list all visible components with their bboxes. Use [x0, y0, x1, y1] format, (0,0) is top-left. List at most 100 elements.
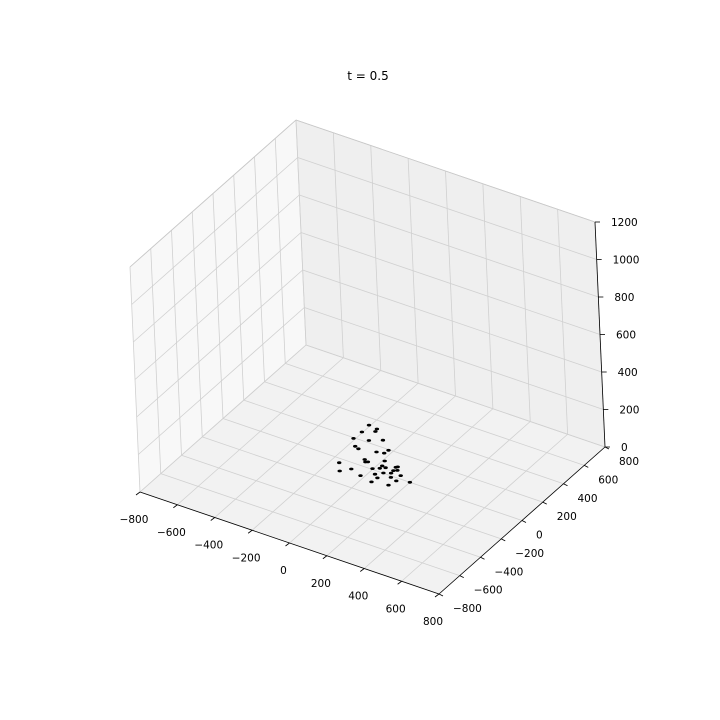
grid-line [131, 157, 298, 305]
scatter-point [377, 466, 382, 470]
y-tick-label: −800 [453, 603, 482, 615]
x-tick-label: 0 [280, 565, 287, 577]
grid-line [138, 307, 305, 455]
scatter-point [380, 438, 386, 442]
y-tick [521, 520, 527, 523]
grid-line [304, 307, 604, 410]
x-tick-label: −800 [120, 514, 149, 526]
z-tick-label: 1200 [611, 217, 638, 229]
grid-line [243, 399, 543, 503]
x-tick-label: −200 [232, 552, 261, 564]
scatter-point [337, 469, 342, 473]
scatter-point [370, 467, 375, 470]
scatter-point [386, 448, 391, 452]
scatter-point [359, 430, 365, 434]
grid-line [285, 362, 585, 466]
grid-line [181, 454, 481, 558]
scatter-point [394, 479, 399, 483]
scatter-point [391, 469, 396, 472]
scatter-point [353, 444, 358, 448]
y-tick-label: 800 [619, 456, 639, 468]
y-tick [459, 575, 464, 578]
y-tick [501, 538, 506, 542]
y-tick [584, 465, 589, 468]
z-tick-label: 800 [614, 292, 634, 304]
z-tick-label: 200 [619, 405, 639, 417]
grid-line [297, 157, 597, 260]
x-tick [397, 580, 402, 585]
scatter-point [373, 430, 378, 433]
y-tick-label: 400 [578, 493, 598, 505]
scatter-point [393, 465, 398, 469]
chart-title: t = 0.5 [347, 69, 388, 83]
z-tick-label: 1000 [613, 255, 640, 267]
x-tick-label: −600 [157, 527, 186, 539]
scatter-point [366, 423, 372, 427]
x-tick-label: 200 [311, 578, 331, 590]
scatter-point [388, 476, 394, 479]
y-tick [542, 501, 547, 505]
scatter-point [382, 459, 387, 463]
scatter-point [351, 437, 356, 440]
y-tick-label: 600 [598, 474, 618, 486]
tick-labels: −800−600−400−2000200400600800−800−600−40… [120, 217, 640, 628]
pane-edge [295, 119, 596, 223]
y-tick [563, 483, 568, 487]
y-tick-label: 200 [557, 511, 577, 523]
x-tick [135, 491, 141, 496]
scatter-point [362, 458, 367, 461]
x-tick-label: 800 [423, 616, 443, 628]
scatter-point [337, 461, 342, 465]
scatter-points [337, 423, 413, 487]
grid-line [299, 194, 599, 298]
scatter-point [372, 472, 378, 476]
y-tick-label: 0 [536, 530, 543, 542]
scatter-point [374, 427, 380, 431]
scatter-point [374, 450, 379, 454]
pane-edge [129, 119, 297, 268]
z-tick-label: 600 [616, 330, 636, 342]
y-tick-label: −600 [474, 585, 503, 597]
x-tick [285, 542, 290, 547]
scatter-point [381, 471, 386, 475]
scatter-point [358, 474, 363, 477]
grid-lines [129, 119, 606, 595]
x-tick [360, 568, 365, 572]
z-tick-label: 400 [618, 367, 638, 379]
grid-line [133, 194, 300, 343]
scatter-point [356, 447, 361, 451]
y-tick-label: −400 [495, 566, 524, 578]
z-tick-label: 0 [621, 442, 628, 454]
scatter-point [366, 439, 372, 442]
x-tick-label: 600 [386, 603, 406, 615]
scatter-point [369, 480, 374, 484]
grid-line [134, 232, 302, 380]
x-tick [173, 504, 178, 509]
grid-line [136, 269, 303, 418]
x-tick-label: 400 [348, 591, 368, 603]
scatter-point [386, 483, 391, 487]
y-tick [438, 593, 444, 597]
scatter-point [388, 471, 394, 475]
scatter-point [375, 476, 380, 480]
scatter-point [349, 467, 354, 471]
grid-line [202, 436, 502, 540]
scatter-point [380, 464, 385, 468]
scatter-point [395, 469, 400, 472]
x-tick [210, 517, 215, 521]
axis-panes [130, 120, 605, 594]
scatter-point [382, 451, 387, 455]
x-tick [247, 529, 253, 534]
scatter-point [398, 474, 403, 477]
scatter-point [383, 466, 388, 470]
grid-line [160, 473, 460, 577]
grid-line [305, 344, 606, 448]
x-tick [434, 593, 440, 598]
scatter-point [407, 480, 413, 484]
x-tick-label: −400 [194, 540, 223, 552]
grid-line [264, 381, 564, 485]
grid-line [300, 232, 601, 335]
grid-line [302, 269, 602, 373]
scatter-point [363, 460, 368, 464]
